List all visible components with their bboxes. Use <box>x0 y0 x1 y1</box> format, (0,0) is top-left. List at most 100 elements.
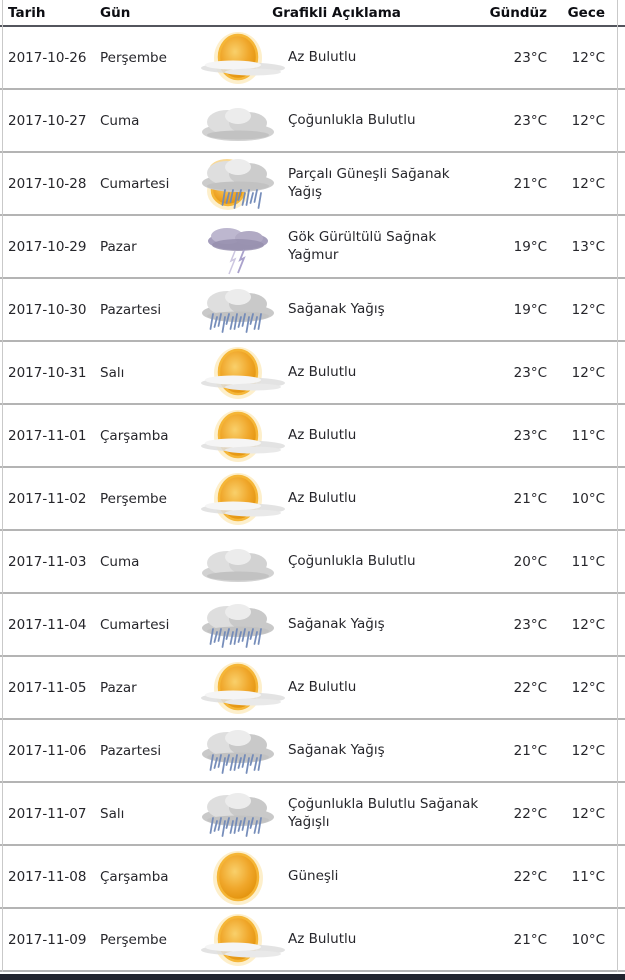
table-right-border <box>617 0 618 972</box>
date-cell: 2017-10-28 <box>8 175 87 192</box>
night-temp-cell: 11°C <box>571 427 605 444</box>
date-cell: 2017-11-07 <box>8 805 87 822</box>
day-temp-cell: 23°C <box>513 49 547 66</box>
night-temp-cell: 12°C <box>571 175 605 192</box>
col-header-gun: Gün <box>100 4 131 21</box>
day-temp-cell: 19°C <box>513 301 547 318</box>
day-cell: Perşembe <box>100 49 167 66</box>
date-cell: 2017-11-02 <box>8 490 87 507</box>
forecast-row: 2017-11-04 Cumartesi Sağanak Yağış 23°C … <box>0 594 625 657</box>
description-cell: Sağanak Yağış <box>288 615 385 632</box>
night-temp-cell: 13°C <box>571 238 605 255</box>
description-cell: Az Bulutlu <box>288 930 357 947</box>
forecast-row: 2017-11-09 Perşembe Az Bulutlu 21°C 10°C <box>0 909 625 972</box>
description-cell: Az Bulutlu <box>288 48 357 65</box>
day-cell: Pazar <box>100 238 137 255</box>
day-cell: Pazartesi <box>100 301 162 318</box>
forecast-row: 2017-10-29 Pazar Gök Gürültülü Sağnak Ya… <box>0 216 625 279</box>
day-temp-cell: 20°C <box>513 553 547 570</box>
day-cell: Cuma <box>100 112 140 129</box>
description-cell: Az Bulutlu <box>288 678 357 695</box>
table-header-row: Tarih Gün Grafikli Açıklama Gündüz Gece <box>0 0 625 27</box>
forecast-row: 2017-11-03 Cuma Çoğunlukla Bulutlu 20°C … <box>0 531 625 594</box>
forecast-row: 2017-10-30 Pazartesi Sağanak Yağış 19°C … <box>0 279 625 342</box>
description-cell: Sağanak Yağış <box>288 300 385 317</box>
night-temp-cell: 12°C <box>571 364 605 381</box>
forecast-row: 2017-10-27 Cuma Çoğunlukla Bulutlu 23°C … <box>0 90 625 153</box>
description-cell: Az Bulutlu <box>288 489 357 506</box>
night-temp-cell: 12°C <box>571 616 605 633</box>
night-temp-cell: 12°C <box>571 679 605 696</box>
day-cell: Salı <box>100 364 125 381</box>
forecast-rows: 2017-10-26 Perşembe Az Bulutlu 23°C 12°C… <box>0 27 625 972</box>
date-cell: 2017-10-30 <box>8 301 87 318</box>
day-temp-cell: 23°C <box>513 112 547 129</box>
date-cell: 2017-11-09 <box>8 931 87 948</box>
day-temp-cell: 21°C <box>513 931 547 948</box>
cloud-icon <box>188 532 288 592</box>
forecast-row: 2017-11-06 Pazartesi Sağanak Yağış 21°C … <box>0 720 625 783</box>
description-cell: Az Bulutlu <box>288 363 357 380</box>
day-temp-cell: 21°C <box>513 175 547 192</box>
sun-cloud-icon <box>188 910 288 970</box>
date-cell: 2017-11-03 <box>8 553 87 570</box>
day-temp-cell: 23°C <box>513 616 547 633</box>
forecast-row: 2017-11-02 Perşembe Az Bulutlu 21°C 10°C <box>0 468 625 531</box>
date-cell: 2017-11-05 <box>8 679 87 696</box>
col-header-gunduz: Gündüz <box>489 4 547 21</box>
date-cell: 2017-10-27 <box>8 112 87 129</box>
col-header-tarih: Tarih <box>8 4 46 21</box>
night-temp-cell: 12°C <box>571 301 605 318</box>
sun-icon <box>188 847 288 907</box>
sun-cloud-icon <box>188 406 288 466</box>
forecast-row: 2017-11-01 Çarşamba Az Bulutlu 23°C 11°C <box>0 405 625 468</box>
sun-rain-cloud-icon <box>188 154 288 214</box>
day-cell: Çarşamba <box>100 868 169 885</box>
forecast-row: 2017-11-07 Salı Çoğunlukla Bulutlu Sağan… <box>0 783 625 846</box>
cloud-icon <box>188 91 288 151</box>
night-temp-cell: 12°C <box>571 49 605 66</box>
description-cell: Gök Gürültülü Sağnak Yağmur <box>288 228 437 263</box>
forecast-row: 2017-11-08 Çarşamba Güneşli 22°C 11°C <box>0 846 625 909</box>
date-cell: 2017-10-26 <box>8 49 87 66</box>
day-cell: Çarşamba <box>100 427 169 444</box>
rain-cloud-icon <box>188 595 288 655</box>
description-cell: Güneşli <box>288 867 339 884</box>
night-temp-cell: 10°C <box>571 490 605 507</box>
day-temp-cell: 22°C <box>513 868 547 885</box>
col-header-gece: Gece <box>567 4 605 21</box>
day-temp-cell: 21°C <box>513 490 547 507</box>
day-cell: Cumartesi <box>100 616 170 633</box>
sun-cloud-icon <box>188 658 288 718</box>
day-temp-cell: 19°C <box>513 238 547 255</box>
day-cell: Perşembe <box>100 931 167 948</box>
date-cell: 2017-10-31 <box>8 364 87 381</box>
date-cell: 2017-11-08 <box>8 868 87 885</box>
night-temp-cell: 12°C <box>571 805 605 822</box>
day-temp-cell: 22°C <box>513 805 547 822</box>
forecast-row: 2017-10-31 Salı Az Bulutlu 23°C 12°C <box>0 342 625 405</box>
night-temp-cell: 11°C <box>571 553 605 570</box>
day-cell: Pazartesi <box>100 742 162 759</box>
day-temp-cell: 22°C <box>513 679 547 696</box>
rain-cloud-icon <box>188 721 288 781</box>
description-cell: Çoğunlukla Bulutlu Sağanak Yağışlı <box>288 795 479 830</box>
day-cell: Cuma <box>100 553 140 570</box>
sun-cloud-icon <box>188 343 288 403</box>
forecast-row: 2017-11-05 Pazar Az Bulutlu 22°C 12°C <box>0 657 625 720</box>
night-temp-cell: 10°C <box>571 931 605 948</box>
date-cell: 2017-11-01 <box>8 427 87 444</box>
day-cell: Cumartesi <box>100 175 170 192</box>
description-cell: Çoğunlukla Bulutlu <box>288 552 416 569</box>
day-temp-cell: 23°C <box>513 427 547 444</box>
rain-cloud-icon <box>188 280 288 340</box>
date-cell: 2017-10-29 <box>8 238 87 255</box>
night-temp-cell: 12°C <box>571 742 605 759</box>
date-cell: 2017-11-06 <box>8 742 87 759</box>
date-cell: 2017-11-04 <box>8 616 87 633</box>
day-temp-cell: 23°C <box>513 364 547 381</box>
description-cell: Çoğunlukla Bulutlu <box>288 111 416 128</box>
forecast-row: 2017-10-26 Perşembe Az Bulutlu 23°C 12°C <box>0 27 625 90</box>
day-cell: Salı <box>100 805 125 822</box>
forecast-row: 2017-10-28 Cumartesi Parçalı Güneşli Sağ… <box>0 153 625 216</box>
